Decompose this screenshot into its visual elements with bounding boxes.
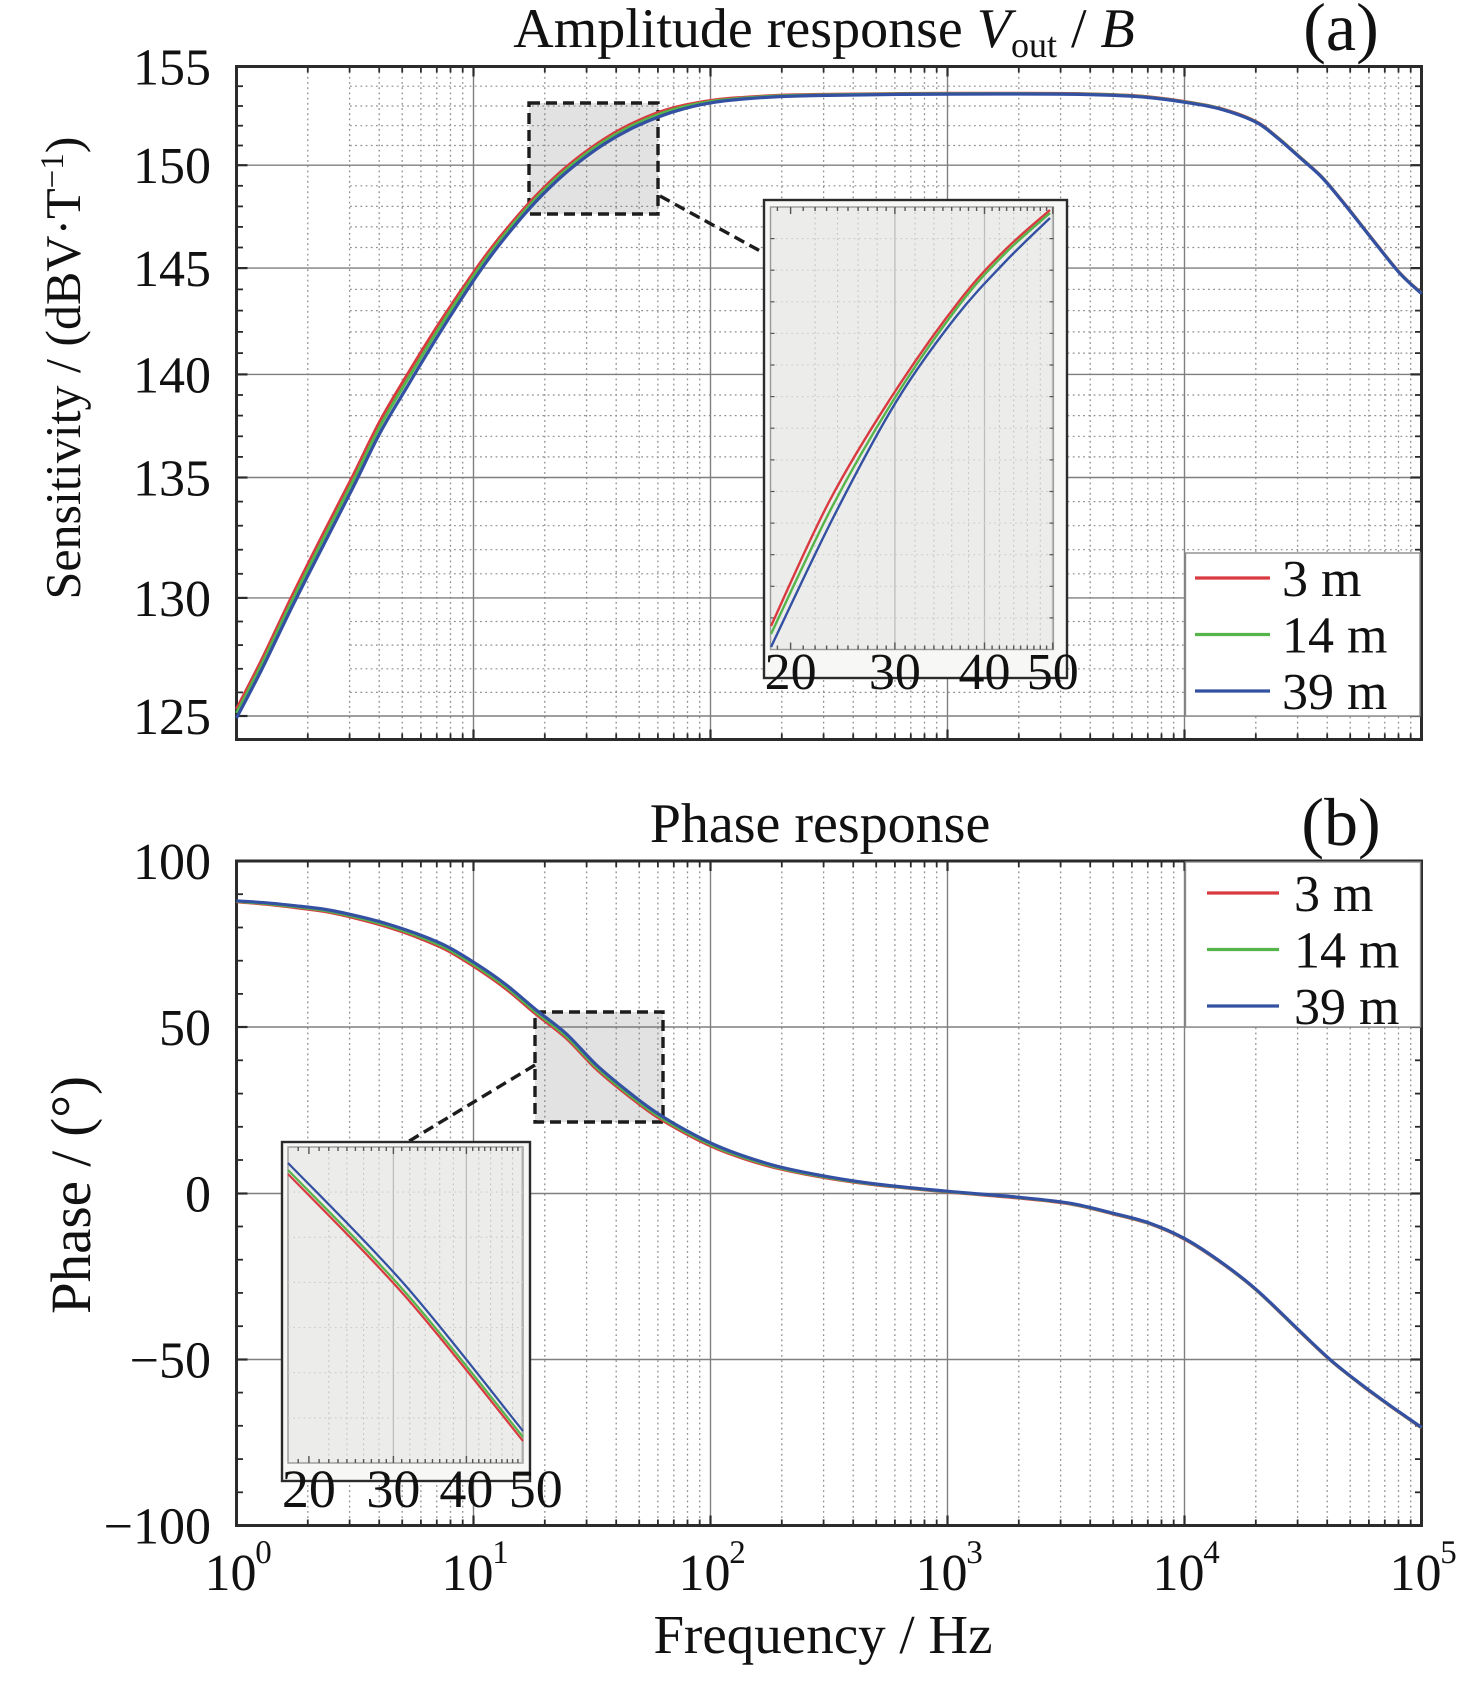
svg-text:50: 50	[1027, 644, 1079, 701]
svg-text:0: 0	[185, 1167, 211, 1224]
svg-text:30: 30	[869, 644, 921, 701]
svg-text:40: 40	[959, 644, 1011, 701]
svg-text:5: 5	[1440, 1535, 1457, 1571]
svg-text:20: 20	[282, 1459, 336, 1519]
svg-text:135: 135	[133, 451, 211, 508]
svg-text:20: 20	[765, 644, 817, 701]
svg-text:155: 155	[133, 40, 211, 97]
svg-text:1: 1	[492, 1535, 509, 1571]
svg-text:(a): (a)	[1303, 0, 1378, 65]
svg-text:3: 3	[966, 1535, 983, 1571]
svg-text:140: 140	[133, 347, 211, 404]
svg-text:10: 10	[679, 1545, 731, 1602]
svg-text:3 m: 3 m	[1282, 551, 1361, 608]
svg-text:3 m: 3 m	[1294, 866, 1373, 923]
svg-text:30: 30	[366, 1459, 420, 1519]
svg-text:100: 100	[133, 834, 211, 891]
svg-text:10: 10	[205, 1545, 257, 1602]
svg-text:10: 10	[1390, 1545, 1442, 1602]
svg-text:125: 125	[133, 689, 211, 746]
svg-text:10: 10	[1153, 1545, 1205, 1602]
svg-text:Phase / (°): Phase / (°)	[40, 1076, 103, 1314]
svg-text:50: 50	[159, 1000, 211, 1057]
svg-text:2: 2	[729, 1535, 746, 1571]
svg-text:145: 145	[133, 241, 211, 298]
svg-text:40: 40	[439, 1459, 493, 1519]
svg-text:4: 4	[1203, 1535, 1220, 1571]
svg-text:10: 10	[916, 1545, 968, 1602]
svg-text:50: 50	[509, 1459, 563, 1519]
svg-text:Sensitivity / (dBV·T−1): Sensitivity / (dBV·T−1)	[35, 137, 91, 600]
svg-text:−100: −100	[104, 1499, 211, 1556]
svg-text:39 m: 39 m	[1282, 664, 1387, 721]
svg-text:Phase response: Phase response	[650, 793, 991, 855]
svg-text:14 m: 14 m	[1294, 923, 1399, 980]
svg-text:Frequency / Hz: Frequency / Hz	[653, 1604, 992, 1665]
svg-text:150: 150	[133, 138, 211, 195]
svg-text:10: 10	[442, 1545, 494, 1602]
svg-text:14 m: 14 m	[1282, 608, 1387, 665]
svg-text:130: 130	[133, 571, 211, 628]
svg-text:0: 0	[255, 1535, 272, 1571]
svg-text:(b): (b)	[1301, 784, 1380, 860]
svg-text:39 m: 39 m	[1294, 979, 1399, 1036]
svg-text:−50: −50	[130, 1333, 211, 1390]
